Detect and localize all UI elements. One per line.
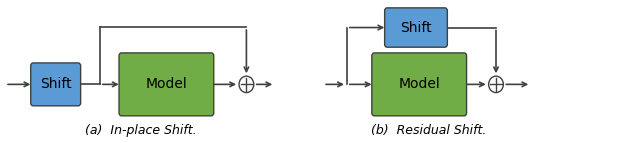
Text: Model: Model	[145, 77, 188, 91]
Text: (a)  In-place Shift.: (a) In-place Shift.	[85, 124, 196, 137]
Text: Model: Model	[398, 77, 440, 91]
FancyBboxPatch shape	[31, 63, 81, 106]
Circle shape	[239, 76, 254, 93]
Text: Shift: Shift	[400, 21, 432, 34]
FancyBboxPatch shape	[372, 53, 467, 116]
FancyBboxPatch shape	[119, 53, 214, 116]
FancyBboxPatch shape	[385, 8, 447, 47]
Circle shape	[489, 76, 504, 93]
Text: Shift: Shift	[40, 77, 72, 91]
Text: (b)  Residual Shift.: (b) Residual Shift.	[371, 124, 486, 137]
